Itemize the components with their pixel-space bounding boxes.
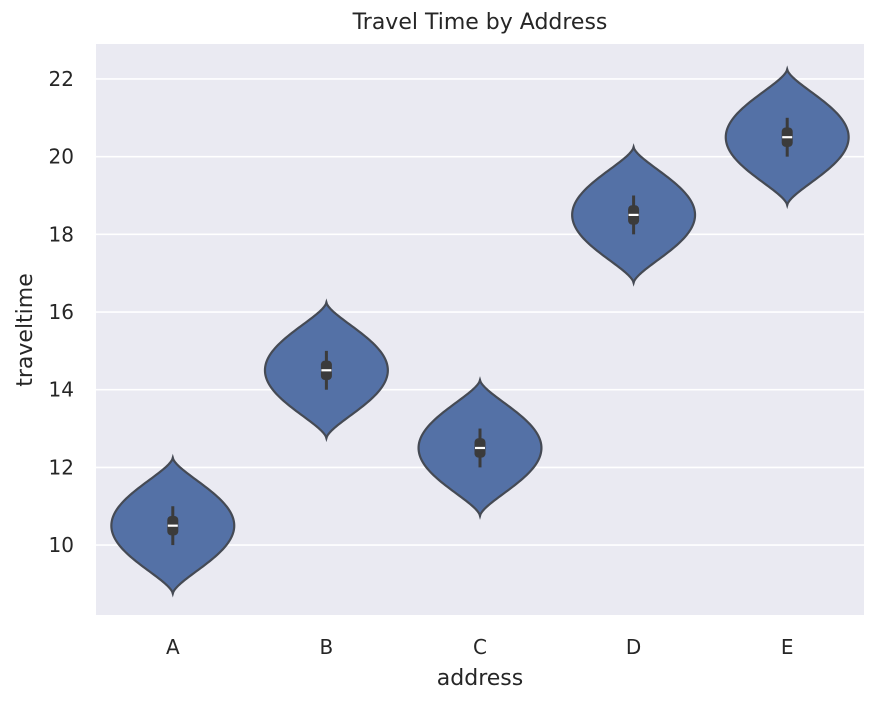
x-axis-ticks: A B C D E [166,635,794,659]
violin-A [110,453,236,598]
y-tick-label: 12 [49,455,74,479]
x-tick-label: A [166,635,180,659]
violin-B [263,298,389,443]
violins [110,65,850,598]
x-tick-label: E [781,635,794,659]
x-tick-label: B [320,635,334,659]
y-axis-label: traveltime [13,273,38,387]
x-tick-label: D [626,635,641,659]
y-tick-label: 20 [49,145,74,169]
y-tick-label: 22 [49,67,74,91]
y-tick-label: 18 [49,222,74,246]
violin-C [417,376,543,520]
y-tick-label: 10 [49,533,74,557]
violin-D [571,143,697,287]
x-tick-label: C [473,635,487,659]
chart-title: Travel Time by Address [352,10,608,35]
y-tick-label: 14 [49,378,74,402]
y-tick-label: 16 [49,300,74,324]
violin-E [724,65,850,210]
x-axis-label: address [437,666,523,691]
y-axis-ticks: 10 12 14 16 18 20 22 [49,67,74,557]
